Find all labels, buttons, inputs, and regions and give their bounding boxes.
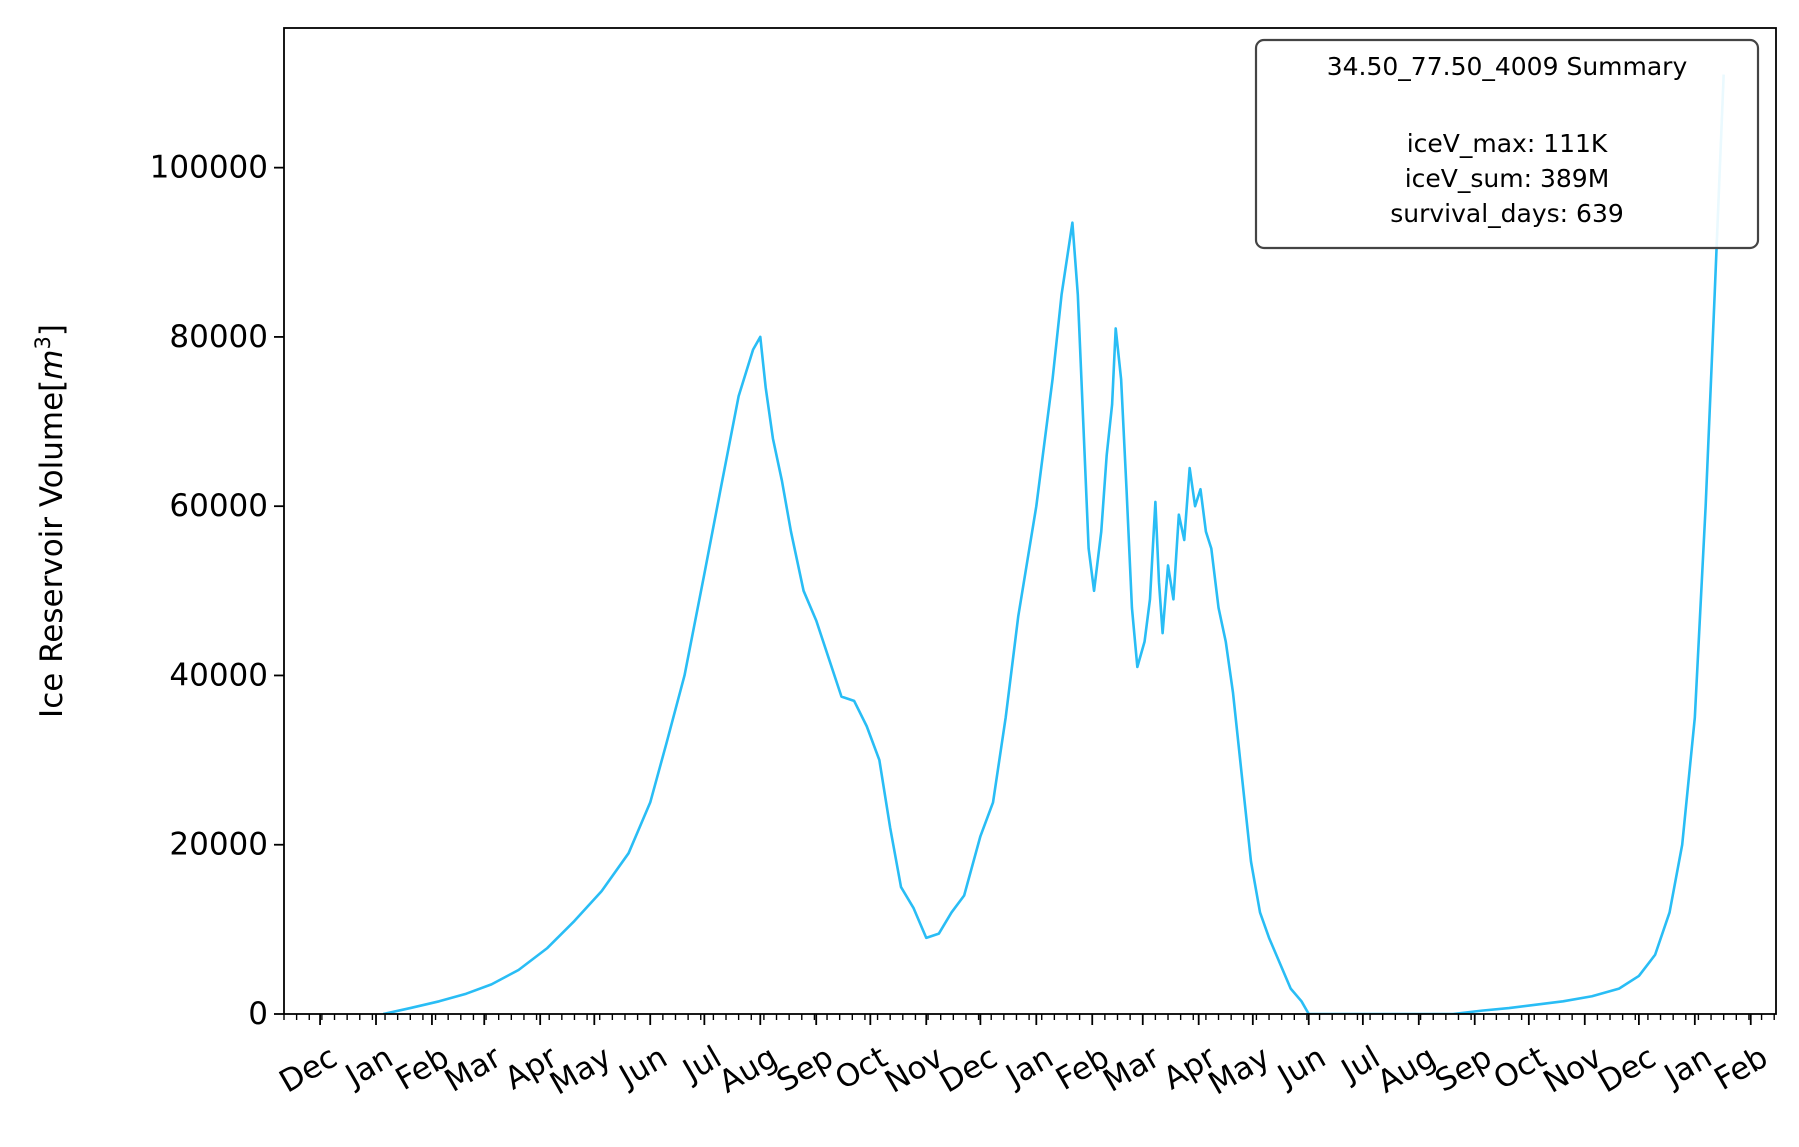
x-tick-label: Sep xyxy=(1429,1039,1498,1099)
x-tick-label: Jun xyxy=(612,1039,674,1095)
x-tick-label: Dec xyxy=(934,1039,1004,1100)
x-tick-label: Feb xyxy=(1708,1039,1774,1098)
y-tick-label: 40000 xyxy=(169,657,268,693)
y-tick-label: 0 xyxy=(248,996,268,1032)
y-axis-label: Ice Reservoir Volume[m3] xyxy=(31,324,70,718)
legend-title: 34.50_77.50_4009 Summary xyxy=(1327,52,1688,81)
x-tick-label: Dec xyxy=(1592,1039,1662,1100)
y-tick-label: 60000 xyxy=(169,488,268,524)
series-line xyxy=(382,74,1725,1014)
legend-line: iceV_max: 111K xyxy=(1407,129,1608,158)
x-tick-label: May xyxy=(1203,1039,1277,1102)
y-tick-label: 100000 xyxy=(150,150,268,186)
plot-layer xyxy=(382,74,1725,1014)
x-tick-label: May xyxy=(544,1039,618,1102)
y-tick-label: 20000 xyxy=(169,827,268,863)
legend-box: 34.50_77.50_4009 Summary iceV_max: 111K ic… xyxy=(1254,38,1760,250)
legend-frame xyxy=(1254,38,1760,250)
y-tick-label: 80000 xyxy=(169,319,268,355)
x-tick-label: Mar xyxy=(1097,1039,1166,1100)
axes-frame xyxy=(283,27,1777,1015)
x-tick-label: Dec xyxy=(273,1039,343,1100)
x-tick-label: Jun xyxy=(1270,1039,1332,1095)
x-tick-label: Mar xyxy=(439,1039,508,1100)
x-tick-label: Sep xyxy=(771,1039,840,1099)
legend-line: survival_days: 639 xyxy=(1390,199,1624,228)
legend-line: iceV_sum: 389M xyxy=(1405,164,1610,193)
